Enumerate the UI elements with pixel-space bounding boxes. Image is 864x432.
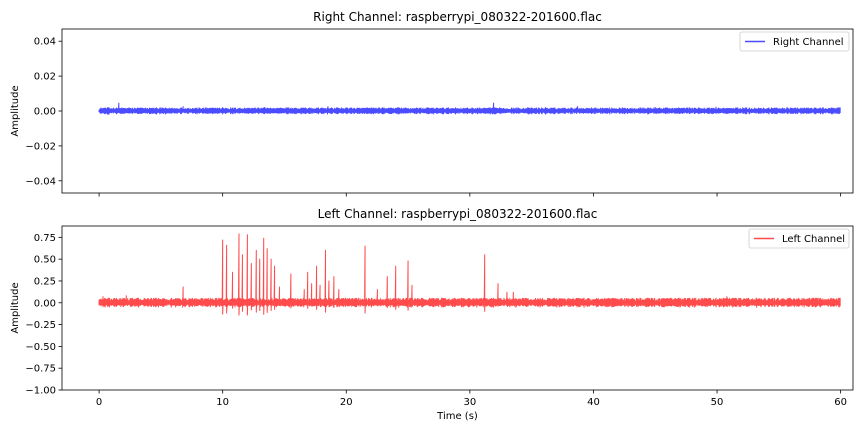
- legend-label: Left Channel: [782, 234, 845, 245]
- series-line: [98, 102, 841, 115]
- x-tick-label: 10: [216, 397, 229, 408]
- y-tick-label: −1.00: [25, 386, 56, 397]
- x-axis-label: Time (s): [436, 411, 478, 422]
- x-axis: 0 10 20 30 40 50 60: [96, 390, 847, 408]
- y-tick-label: −0.75: [25, 364, 56, 375]
- y-tick-label: 0.75: [34, 233, 56, 244]
- legend-box: [748, 228, 850, 249]
- legend: Right Channel: [739, 31, 850, 52]
- axes-frame: [61, 28, 854, 194]
- x-tick-label: 20: [340, 397, 353, 408]
- subplot-left-channel: Left Channel: raspberrypi_080322-201600.…: [10, 207, 854, 422]
- x-tick-label: 60: [834, 397, 847, 408]
- y-tick-label: −0.04: [25, 176, 56, 187]
- y-tick-label: 0.04: [34, 37, 56, 48]
- y-axis: 0.04 0.02 0.00 −0.02 −0.04: [25, 37, 62, 187]
- y-tick-label: −0.50: [25, 342, 56, 353]
- x-tick-label: 30: [463, 397, 476, 408]
- axes-frame: [61, 225, 854, 391]
- x-tick-label: 40: [587, 397, 600, 408]
- legend-label: Right Channel: [773, 37, 844, 48]
- plot-area: [98, 233, 841, 316]
- plot-area: [98, 102, 841, 115]
- series-line: [98, 233, 841, 316]
- y-tick-label: −0.25: [25, 320, 56, 331]
- y-axis-label: Amplitude: [10, 282, 21, 333]
- chart-title: Right Channel: raspberrypi_080322-201600…: [313, 10, 602, 24]
- y-axis: 0.75 0.50 0.25 0.00 −0.25 −0.50 −0.75 −1.00: [25, 233, 62, 397]
- y-tick-label: 0.25: [34, 276, 56, 287]
- subplot-right-channel: Right Channel: raspberrypi_080322-201600…: [10, 10, 854, 197]
- y-tick-label: 0.50: [34, 255, 56, 266]
- y-tick-label: 0.00: [34, 298, 56, 309]
- y-tick-label: 0.00: [34, 107, 56, 118]
- chart-title: Left Channel: raspberrypi_080322-201600.…: [318, 207, 598, 221]
- x-axis: [98, 193, 842, 197]
- y-tick-label: −0.02: [25, 141, 56, 152]
- legend-box: [739, 31, 850, 52]
- x-tick-label: 0: [96, 397, 102, 408]
- x-tick-label: 50: [711, 397, 724, 408]
- y-tick-label: 0.02: [34, 72, 56, 83]
- legend: Left Channel: [748, 228, 850, 249]
- y-axis-label: Amplitude: [10, 85, 21, 136]
